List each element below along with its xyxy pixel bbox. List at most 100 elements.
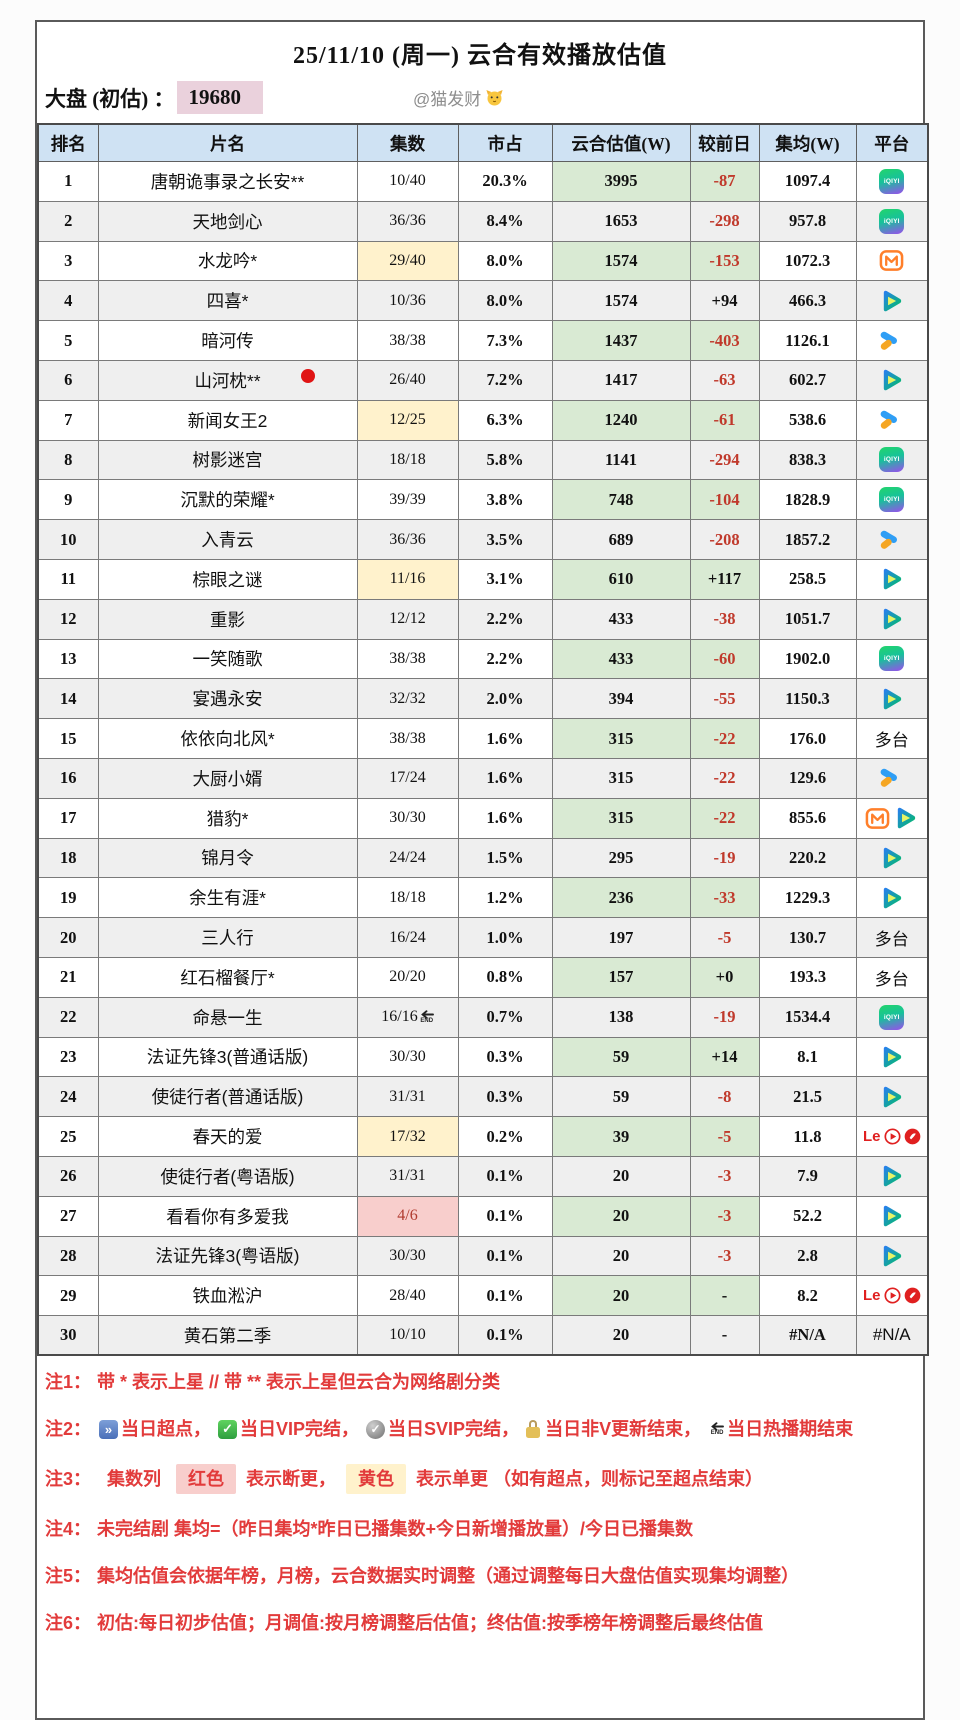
episodes-cell: 11/16 [356,558,459,600]
platform-cell: Le [857,1287,928,1304]
table-row: 23 法证先锋3(普通话版) 30/30 0.3% 59 +14 8.1 [37,1036,929,1078]
day-change-cell: - [689,1315,760,1356]
drama-title-cell: 沉默的荣耀* [97,479,358,521]
day-change-cell: -22 [689,718,760,759]
letv-text: Le [862,1128,881,1146]
market-estimate-value: 19680 [176,81,263,114]
note-text: 当日超点， [121,1419,217,1440]
table-row: 26 使徒行者(粤语版) 31/31 0.1% 20 -3 7.9 [37,1155,929,1197]
estimate-cell: 197 [551,917,691,958]
youku-icon [879,766,904,790]
platform-cell-wrap: iQIYI [855,200,929,242]
day-change-cell: -61 [689,399,760,441]
episodes-cell: 10/40 [356,161,459,202]
per-episode-cell: 176.0 [758,718,857,759]
note-line-1: 注1：带 * 表示上星 // 带 ** 表示上星但云合为网络剧分类 [45,1370,913,1394]
platform-cell-wrap [855,678,929,720]
drama-title-cell: 树影迷宫 [97,439,358,481]
fast-forward-icon: » [99,1419,119,1439]
episodes-cell: 32/32 [356,678,459,720]
drama-title-cell: 一笑随歌 [97,638,358,680]
platform-cell: iQIYI [857,646,928,672]
tencent-video-icon [879,289,904,313]
red-circle-play-icon [904,1128,921,1145]
iqiyi-icon: iQIYI [879,447,905,473]
platform-cell [857,289,928,313]
platform-cell-wrap [855,797,929,839]
per-episode-cell: 7.9 [758,1155,857,1197]
estimate-cell: 59 [551,1076,691,1118]
estimate-cell: 689 [551,519,691,560]
tencent-video-icon [879,1085,904,1109]
note-text: 当日VIP完结， [240,1419,365,1440]
platform-cell-wrap [855,1036,929,1078]
per-episode-cell: 193.3 [758,956,857,998]
rank-cell: 27 [37,1195,99,1237]
market-share-cell: 2.2% [457,638,553,680]
rank-cell: 25 [37,1116,99,1157]
iqiyi-icon: iQIYI [879,168,905,194]
drama-title-cell: 春天的爱 [97,1116,358,1157]
note-text: 当日SVIP完结， [388,1419,525,1440]
day-change-cell: -3 [689,1235,760,1277]
per-episode-cell: 11.8 [758,1116,857,1157]
end-arrow-icon: END [708,1422,725,1436]
day-change-cell: -22 [689,757,760,799]
market-share-cell: 8.4% [457,200,553,242]
platform-cell-wrap [855,1076,929,1118]
day-change-cell: -60 [689,638,760,680]
platform-text: 多台 [874,930,909,950]
platform-cell: 多台 [857,925,928,950]
vip-complete-icon: ✓ [218,1419,238,1439]
tencent-video-icon [879,607,904,631]
platform-cell [857,886,928,910]
day-change-cell: +117 [689,558,760,600]
drama-title-cell: 唐朝诡事录之长安** [97,161,358,202]
day-change-cell: -22 [689,797,760,839]
market-share-cell: 0.8% [457,956,553,998]
letv-play-icon [883,1128,901,1145]
estimate-cell: 1574 [551,280,691,322]
table-row: 21 红石榴餐厅* 20/20 0.8% 157 +0 193.3 多台 [37,956,929,998]
tencent-video-icon [879,1045,904,1069]
day-change-cell: +0 [689,956,760,998]
platform-cell-wrap: iQIYI [855,439,929,481]
drama-title-cell: 红石榴餐厅* [97,956,358,998]
drama-title-cell: 入青云 [97,519,358,560]
estimate-cell: 394 [551,678,691,720]
day-change-cell: -5 [689,1116,760,1157]
platform-cell: iQIYI [857,447,928,473]
episodes-cell: 30/30 [356,797,459,839]
market-share-cell: 7.3% [457,320,553,361]
rank-cell: 23 [37,1036,99,1078]
table-row: 24 使徒行者(普通话版) 31/31 0.3% 59 -8 21.5 [37,1076,929,1118]
market-share-cell: 2.2% [457,598,553,640]
rank-cell: 22 [37,996,99,1038]
drama-title-cell: 宴遇永安 [97,678,358,720]
episodes-cell: 30/30 [356,1036,459,1078]
estimate-cell: 1417 [551,359,691,401]
table-row: 11 棕眼之谜 11/16 3.1% 610 +117 258.5 [37,558,929,600]
episodes-cell: 16/16 END [356,996,459,1038]
rank-cell: 15 [37,718,99,759]
note-line-4: 注4： 未完结剧 集均=（昨日集均*昨日已播集数+今日新增播放量）/今日已播集数 [45,1517,913,1541]
platform-cell-wrap [855,519,929,560]
per-episode-cell: 2.8 [758,1235,857,1277]
youku-icon [879,408,904,432]
estimate-cell: 157 [551,956,691,998]
market-share-cell: 6.3% [457,399,553,441]
episodes-cell: 36/36 [356,519,459,560]
drama-title-cell: 锦月令 [97,837,358,879]
estimate-cell: 1574 [551,240,691,282]
market-share-cell: 1.5% [457,837,553,879]
market-share-cell: 0.2% [457,1116,553,1157]
platform-cell-wrap [855,1235,929,1277]
table-header-row: 排名 片名 集数 市占 云合估值(W) 较前日 集均(W) 平台 [37,123,929,162]
market-share-cell: 2.0% [457,678,553,720]
drama-title-cell: 命悬一生 [97,996,358,1038]
rank-cell: 21 [37,956,99,998]
note-text: 集数列 [97,1469,177,1490]
market-share-cell: 5.8% [457,439,553,481]
per-episode-cell: 466.3 [758,280,857,322]
platform-cell [857,766,928,790]
